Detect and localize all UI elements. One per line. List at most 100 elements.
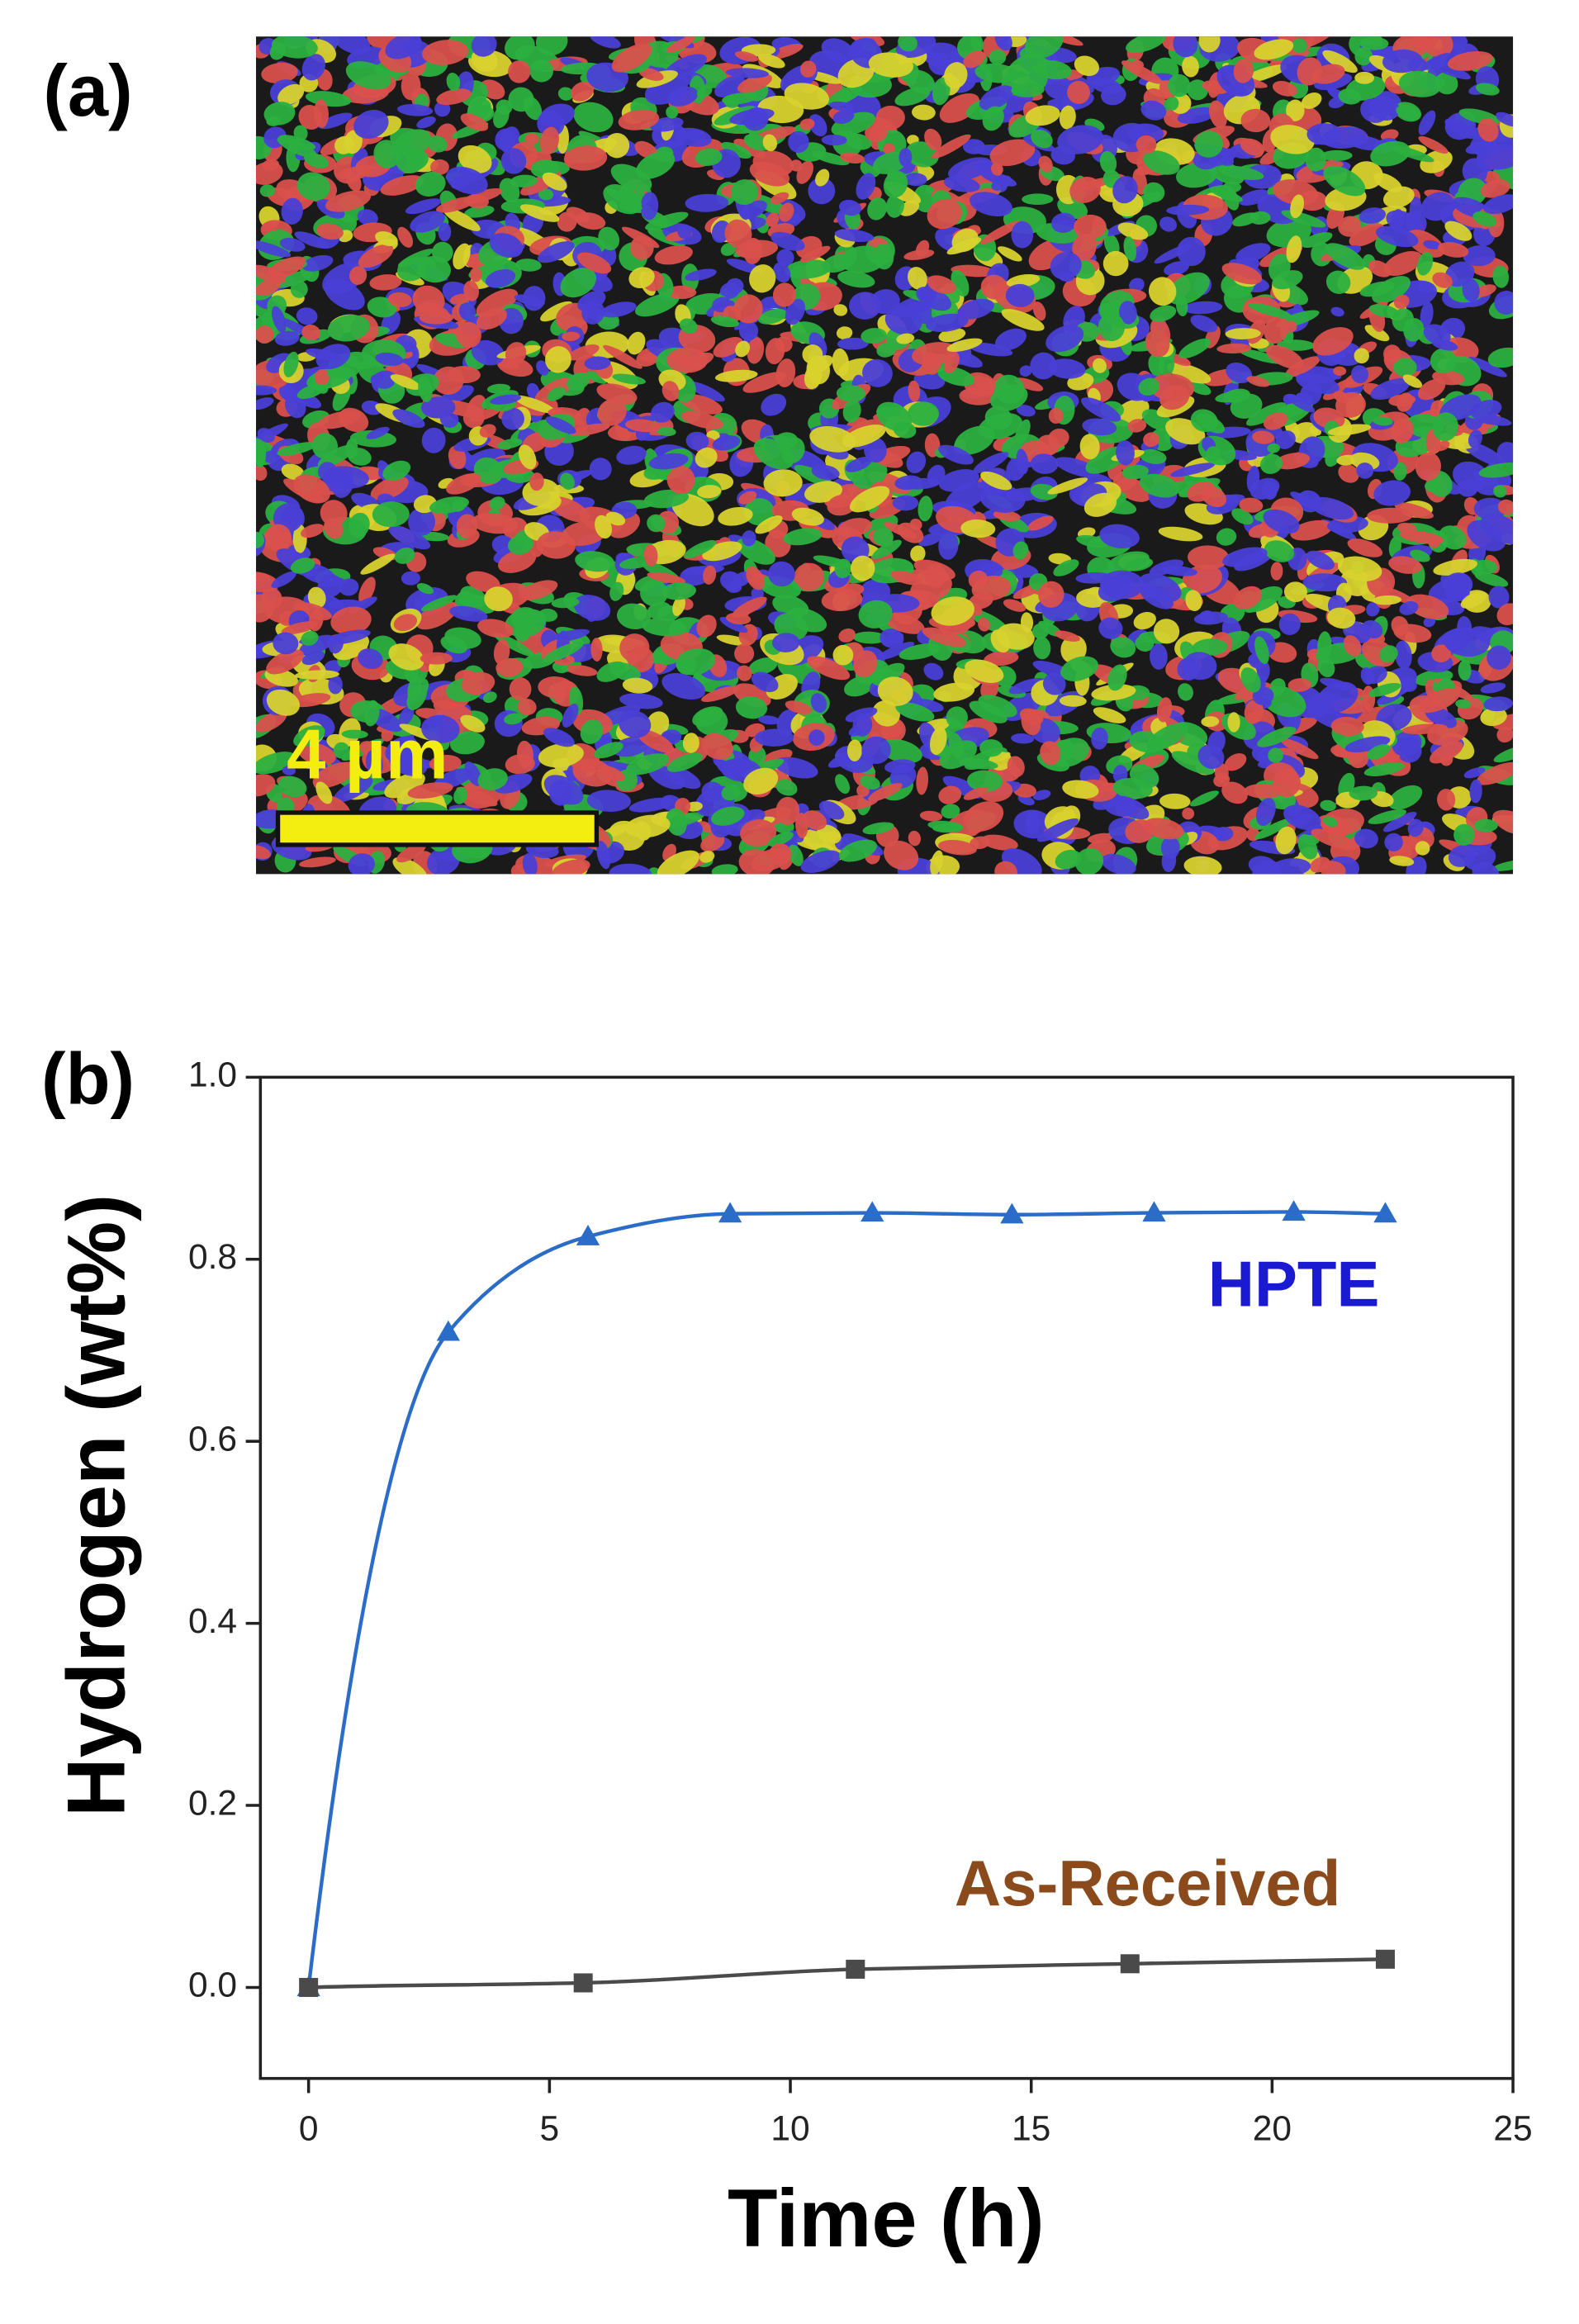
- grain: [827, 494, 856, 516]
- grain: [627, 646, 655, 673]
- grain: [349, 266, 367, 285]
- grain: [1292, 38, 1307, 54]
- grain: [642, 618, 687, 637]
- grain: [1343, 635, 1362, 657]
- grain: [1359, 281, 1395, 297]
- grain: [643, 489, 690, 509]
- grain: [666, 36, 695, 53]
- grain: [381, 728, 394, 742]
- grain: [1150, 643, 1168, 670]
- grain: [1110, 636, 1136, 658]
- grain: [1453, 823, 1475, 846]
- grain: [1373, 416, 1393, 426]
- grain: [560, 472, 575, 491]
- grain: [1368, 809, 1406, 824]
- grain: [370, 372, 395, 389]
- grain: [290, 280, 308, 298]
- grain: [932, 77, 951, 106]
- grain: [771, 231, 805, 251]
- grain: [978, 412, 1022, 439]
- grain: [1320, 861, 1346, 875]
- grain: [963, 50, 986, 69]
- grain: [1214, 763, 1229, 783]
- grain: [884, 759, 916, 774]
- grain: [1433, 558, 1478, 576]
- grain: [349, 512, 370, 538]
- grain: [563, 145, 608, 171]
- grain: [1252, 686, 1274, 705]
- grain: [297, 742, 336, 766]
- grain: [471, 513, 518, 534]
- grain: [957, 298, 994, 320]
- grain: [923, 662, 944, 681]
- grain: [458, 301, 477, 321]
- grain: [674, 127, 712, 147]
- grain: [1264, 315, 1289, 344]
- grain: [1248, 856, 1278, 875]
- grain: [514, 395, 556, 414]
- grain: [1496, 111, 1514, 127]
- grain: [1398, 70, 1442, 97]
- grain: [1380, 129, 1399, 141]
- grain: [590, 36, 621, 49]
- grain: [714, 75, 746, 97]
- grain: [296, 307, 318, 325]
- grain: [788, 844, 804, 866]
- grain: [1054, 630, 1080, 642]
- grain: [838, 628, 856, 643]
- grain: [1368, 682, 1401, 697]
- grain: [277, 83, 305, 106]
- grain: [256, 397, 274, 410]
- grain: [794, 562, 825, 591]
- grain: [1138, 377, 1160, 396]
- grain: [1091, 727, 1108, 750]
- grain: [968, 342, 1013, 357]
- grain: [895, 702, 935, 722]
- grain: [833, 304, 848, 316]
- marker: [1282, 1200, 1306, 1221]
- grain: [1438, 242, 1469, 258]
- grain: [584, 356, 611, 370]
- grain: [868, 52, 913, 78]
- grain: [980, 274, 1008, 300]
- grain: [775, 358, 796, 387]
- grain: [1087, 832, 1113, 844]
- grain: [695, 447, 718, 468]
- grain: [640, 580, 668, 607]
- grain: [1107, 664, 1127, 691]
- grain: [968, 570, 989, 589]
- grain: [1197, 744, 1225, 769]
- grain: [1480, 682, 1506, 694]
- grain: [1496, 603, 1514, 626]
- scale-bar: [275, 810, 600, 847]
- grain: [699, 851, 715, 863]
- grain: [1391, 418, 1414, 443]
- grain: [333, 742, 350, 759]
- grain: [1493, 485, 1507, 498]
- grain: [1460, 591, 1487, 609]
- grain: [1008, 36, 1027, 47]
- grain: [597, 398, 627, 426]
- grain: [1297, 834, 1318, 860]
- grain: [714, 369, 758, 382]
- grain: [763, 469, 803, 497]
- grain: [990, 629, 1011, 653]
- grain: [1148, 277, 1177, 306]
- grain: [1225, 328, 1261, 339]
- grain: [938, 444, 974, 465]
- grain: [905, 69, 935, 93]
- grain: [1447, 51, 1493, 71]
- grain: [868, 783, 903, 802]
- grain: [551, 597, 580, 609]
- grain: [1240, 138, 1265, 156]
- grain: [733, 139, 766, 159]
- grain: [894, 87, 931, 107]
- grain: [1185, 590, 1202, 612]
- grain: [339, 407, 369, 433]
- grain: [302, 254, 334, 272]
- grain: [262, 221, 277, 232]
- grain: [791, 507, 824, 526]
- grain: [1370, 140, 1411, 167]
- grain: [265, 524, 292, 551]
